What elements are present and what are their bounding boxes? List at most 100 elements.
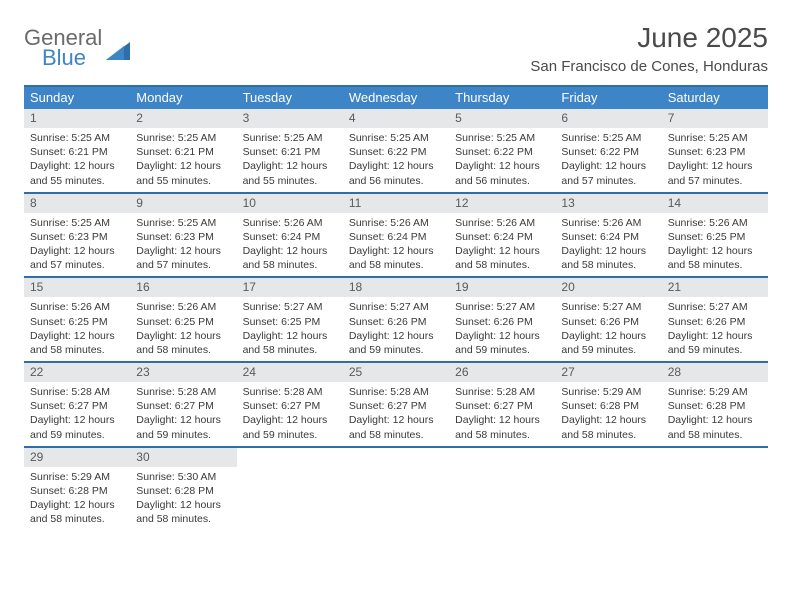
day-body: Sunrise: 5:26 AMSunset: 6:25 PMDaylight:…	[24, 297, 130, 361]
day-cell: 2Sunrise: 5:25 AMSunset: 6:21 PMDaylight…	[130, 109, 236, 192]
sunrise-line: Sunrise: 5:29 AM	[668, 385, 762, 399]
sunset-line: Sunset: 6:26 PM	[349, 315, 443, 329]
day-cell: 28Sunrise: 5:29 AMSunset: 6:28 PMDayligh…	[662, 363, 768, 446]
day-body: Sunrise: 5:26 AMSunset: 6:25 PMDaylight:…	[130, 297, 236, 361]
day-body: Sunrise: 5:25 AMSunset: 6:21 PMDaylight:…	[130, 128, 236, 192]
daylight-line: Daylight: 12 hours and 56 minutes.	[349, 159, 443, 187]
empty-day-cell	[555, 448, 661, 531]
day-header: Tuesday	[237, 87, 343, 109]
sunrise-line: Sunrise: 5:26 AM	[561, 216, 655, 230]
sunset-line: Sunset: 6:22 PM	[455, 145, 549, 159]
day-cell: 20Sunrise: 5:27 AMSunset: 6:26 PMDayligh…	[555, 278, 661, 361]
sunset-line: Sunset: 6:24 PM	[349, 230, 443, 244]
sunset-line: Sunset: 6:23 PM	[668, 145, 762, 159]
day-cell: 1Sunrise: 5:25 AMSunset: 6:21 PMDaylight…	[24, 109, 130, 192]
sunset-line: Sunset: 6:23 PM	[136, 230, 230, 244]
day-body: Sunrise: 5:25 AMSunset: 6:22 PMDaylight:…	[449, 128, 555, 192]
day-number: 11	[343, 194, 449, 213]
day-body: Sunrise: 5:28 AMSunset: 6:27 PMDaylight:…	[130, 382, 236, 446]
sunrise-line: Sunrise: 5:28 AM	[30, 385, 124, 399]
sunrise-line: Sunrise: 5:30 AM	[136, 470, 230, 484]
daylight-line: Daylight: 12 hours and 58 minutes.	[349, 413, 443, 441]
sunset-line: Sunset: 6:26 PM	[668, 315, 762, 329]
calendar-page: General Blue June 2025 San Francisco de …	[0, 0, 792, 530]
sunrise-line: Sunrise: 5:26 AM	[243, 216, 337, 230]
day-number: 21	[662, 278, 768, 297]
day-header: Friday	[555, 87, 661, 109]
daylight-line: Daylight: 12 hours and 55 minutes.	[243, 159, 337, 187]
sunset-line: Sunset: 6:25 PM	[30, 315, 124, 329]
day-body: Sunrise: 5:26 AMSunset: 6:24 PMDaylight:…	[449, 213, 555, 277]
sunrise-line: Sunrise: 5:28 AM	[455, 385, 549, 399]
day-number: 12	[449, 194, 555, 213]
sunset-line: Sunset: 6:22 PM	[349, 145, 443, 159]
sunset-line: Sunset: 6:25 PM	[668, 230, 762, 244]
week-row: 8Sunrise: 5:25 AMSunset: 6:23 PMDaylight…	[24, 194, 768, 279]
week-row: 29Sunrise: 5:29 AMSunset: 6:28 PMDayligh…	[24, 448, 768, 531]
day-body: Sunrise: 5:29 AMSunset: 6:28 PMDaylight:…	[24, 467, 130, 531]
empty-day-cell	[662, 448, 768, 531]
day-body: Sunrise: 5:25 AMSunset: 6:21 PMDaylight:…	[24, 128, 130, 192]
month-title: June 2025	[530, 22, 768, 54]
calendar: SundayMondayTuesdayWednesdayThursdayFrid…	[24, 85, 768, 530]
sunset-line: Sunset: 6:24 PM	[455, 230, 549, 244]
day-number: 28	[662, 363, 768, 382]
day-number: 7	[662, 109, 768, 128]
day-number: 30	[130, 448, 236, 467]
day-number: 4	[343, 109, 449, 128]
day-body: Sunrise: 5:30 AMSunset: 6:28 PMDaylight:…	[130, 467, 236, 531]
daylight-line: Daylight: 12 hours and 58 minutes.	[561, 413, 655, 441]
day-number: 8	[24, 194, 130, 213]
empty-day-cell	[449, 448, 555, 531]
day-body: Sunrise: 5:26 AMSunset: 6:25 PMDaylight:…	[662, 213, 768, 277]
sunrise-line: Sunrise: 5:27 AM	[455, 300, 549, 314]
sunset-line: Sunset: 6:27 PM	[136, 399, 230, 413]
sunrise-line: Sunrise: 5:27 AM	[561, 300, 655, 314]
sunrise-line: Sunrise: 5:28 AM	[243, 385, 337, 399]
daylight-line: Daylight: 12 hours and 58 minutes.	[30, 329, 124, 357]
sunset-line: Sunset: 6:27 PM	[243, 399, 337, 413]
day-body: Sunrise: 5:28 AMSunset: 6:27 PMDaylight:…	[24, 382, 130, 446]
sunset-line: Sunset: 6:27 PM	[455, 399, 549, 413]
day-header: Monday	[130, 87, 236, 109]
logo-text: General Blue	[24, 28, 102, 68]
day-body: Sunrise: 5:28 AMSunset: 6:27 PMDaylight:…	[237, 382, 343, 446]
day-number: 25	[343, 363, 449, 382]
day-cell: 26Sunrise: 5:28 AMSunset: 6:27 PMDayligh…	[449, 363, 555, 446]
day-number: 24	[237, 363, 343, 382]
day-number: 17	[237, 278, 343, 297]
sunset-line: Sunset: 6:23 PM	[30, 230, 124, 244]
sunset-line: Sunset: 6:27 PM	[349, 399, 443, 413]
day-number: 3	[237, 109, 343, 128]
day-cell: 6Sunrise: 5:25 AMSunset: 6:22 PMDaylight…	[555, 109, 661, 192]
daylight-line: Daylight: 12 hours and 57 minutes.	[668, 159, 762, 187]
day-number: 22	[24, 363, 130, 382]
day-cell: 17Sunrise: 5:27 AMSunset: 6:25 PMDayligh…	[237, 278, 343, 361]
daylight-line: Daylight: 12 hours and 57 minutes.	[30, 244, 124, 272]
daylight-line: Daylight: 12 hours and 59 minutes.	[30, 413, 124, 441]
sunset-line: Sunset: 6:22 PM	[561, 145, 655, 159]
day-cell: 13Sunrise: 5:26 AMSunset: 6:24 PMDayligh…	[555, 194, 661, 277]
day-body: Sunrise: 5:26 AMSunset: 6:24 PMDaylight:…	[343, 213, 449, 277]
sunrise-line: Sunrise: 5:27 AM	[668, 300, 762, 314]
day-cell: 8 Sunrise: 5:25 AMSunset: 6:23 PMDaylight…	[24, 194, 130, 277]
day-body: Sunrise: 5:25 AMSunset: 6:21 PMDaylight:…	[237, 128, 343, 192]
day-number: 26	[449, 363, 555, 382]
day-body: Sunrise: 5:26 AMSunset: 6:24 PMDaylight:…	[555, 213, 661, 277]
daylight-line: Daylight: 12 hours and 59 minutes.	[561, 329, 655, 357]
sunrise-line: Sunrise: 5:25 AM	[455, 131, 549, 145]
sunrise-line: Sunrise: 5:29 AM	[561, 385, 655, 399]
day-cell: 30Sunrise: 5:30 AMSunset: 6:28 PMDayligh…	[130, 448, 236, 531]
week-row: 1Sunrise: 5:25 AMSunset: 6:21 PMDaylight…	[24, 109, 768, 194]
day-number: 18	[343, 278, 449, 297]
day-header: Wednesday	[343, 87, 449, 109]
sunrise-line: Sunrise: 5:25 AM	[30, 216, 124, 230]
day-cell: 9Sunrise: 5:25 AMSunset: 6:23 PMDaylight…	[130, 194, 236, 277]
day-body: Sunrise: 5:25 AMSunset: 6:23 PMDaylight:…	[130, 213, 236, 277]
empty-day-cell	[237, 448, 343, 531]
day-header: Saturday	[662, 87, 768, 109]
sunset-line: Sunset: 6:28 PM	[561, 399, 655, 413]
day-body: Sunrise: 5:27 AMSunset: 6:26 PMDaylight:…	[555, 297, 661, 361]
daylight-line: Daylight: 12 hours and 59 minutes.	[243, 413, 337, 441]
sunrise-line: Sunrise: 5:27 AM	[349, 300, 443, 314]
